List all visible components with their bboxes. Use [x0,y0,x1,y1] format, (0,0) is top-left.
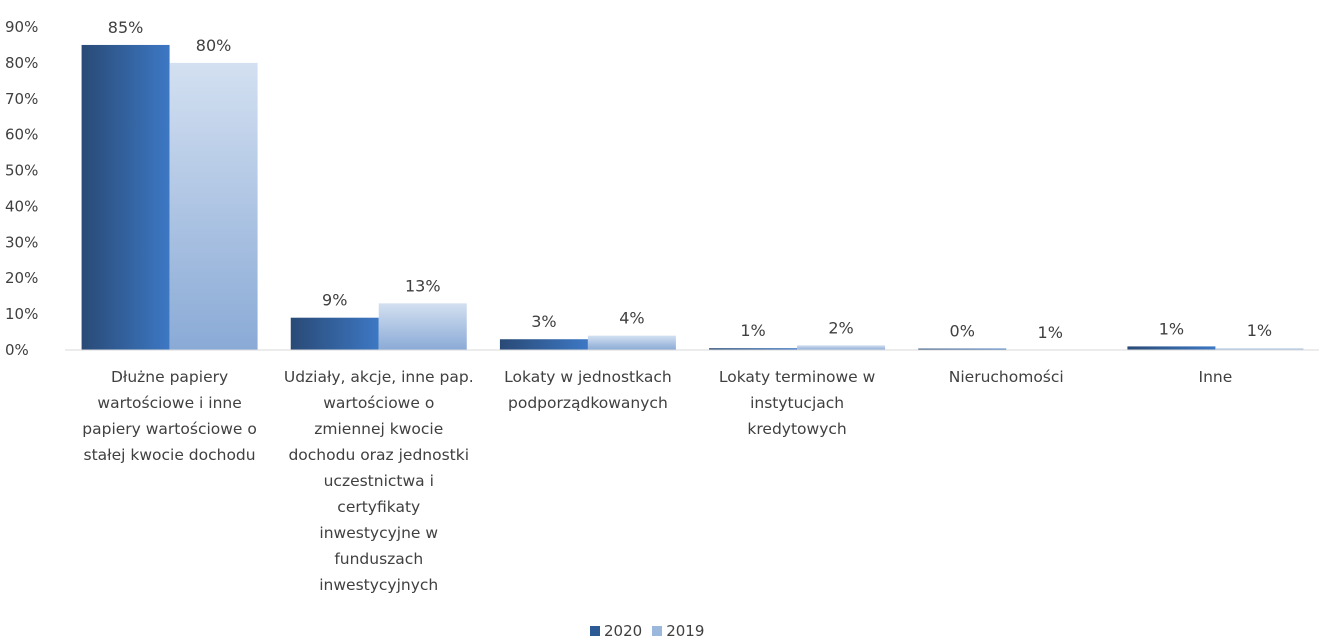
x-tick-label: Udziały, akcje, inne pap. wartościowe o … [283,368,474,594]
legend-label-2019: 2019 [666,622,705,640]
legend-swatch-2020 [590,626,600,636]
bars: 85% 80% 9% 13% 3% 4% 1% 2% 0% 1% 1% 1% [81,18,1304,351]
data-label-2019-0: 80% [196,36,232,55]
y-tick-label: 90% [5,18,38,36]
legend: 2020 2019 [590,622,704,640]
data-label-2019-1: 13% [405,276,441,295]
bar-2019-3 [797,345,886,350]
data-label-2020-4: 0% [950,322,975,341]
data-label-2019-5: 1% [1247,321,1272,340]
bar-2019-1 [378,303,467,350]
bar-2019-5 [1215,348,1304,350]
data-label-2020-5: 1% [1159,319,1184,338]
bar-2020-4 [918,348,1007,350]
data-label-2019-4: 1% [1038,323,1063,342]
data-label-2020-3: 1% [740,321,765,340]
x-tick-label: Inne [1198,368,1233,386]
y-tick-label: 60% [5,126,38,144]
data-label-2020-2: 3% [531,312,556,331]
bar-2019-0 [169,62,258,351]
legend-swatch-2019 [652,626,663,636]
y-tick-label: 30% [5,233,38,251]
legend-item-2019: 2019 [652,622,704,640]
legend-label-2020: 2020 [604,622,643,640]
x-tick-label: Dłużne papiery wartościowe i inne papier… [82,368,257,464]
x-tick-label: Lokaty w jednostkach podporządkowanych [504,368,672,412]
y-axis: 0% 10% 20% 30% 40% 50% 60% 70% 80% 90% [5,18,38,359]
y-tick-label: 50% [5,162,38,180]
data-label-2020-1: 9% [322,291,347,310]
legend-item-2020: 2020 [590,622,642,640]
y-tick-label: 20% [5,269,38,287]
y-tick-label: 10% [5,305,38,323]
bar-2020-5 [1127,346,1216,350]
data-label-2019-3: 2% [828,318,853,337]
data-label-2019-2: 4% [619,309,644,328]
x-tick-label: Nieruchomości [948,368,1064,386]
y-tick-label: 80% [5,54,38,72]
bar-2019-2 [587,335,676,350]
y-tick-label: 70% [5,90,38,108]
bar-2020-3 [709,348,798,350]
y-tick-label: 40% [5,197,38,215]
y-tick-label: 0% [5,341,29,359]
bar-2020-1 [290,317,379,350]
bar-2020-0 [81,44,170,350]
bar-2020-2 [499,339,588,350]
data-label-2020-0: 85% [108,18,144,37]
x-tick-label: Lokaty terminowe w instytucjach kredytow… [718,368,876,438]
